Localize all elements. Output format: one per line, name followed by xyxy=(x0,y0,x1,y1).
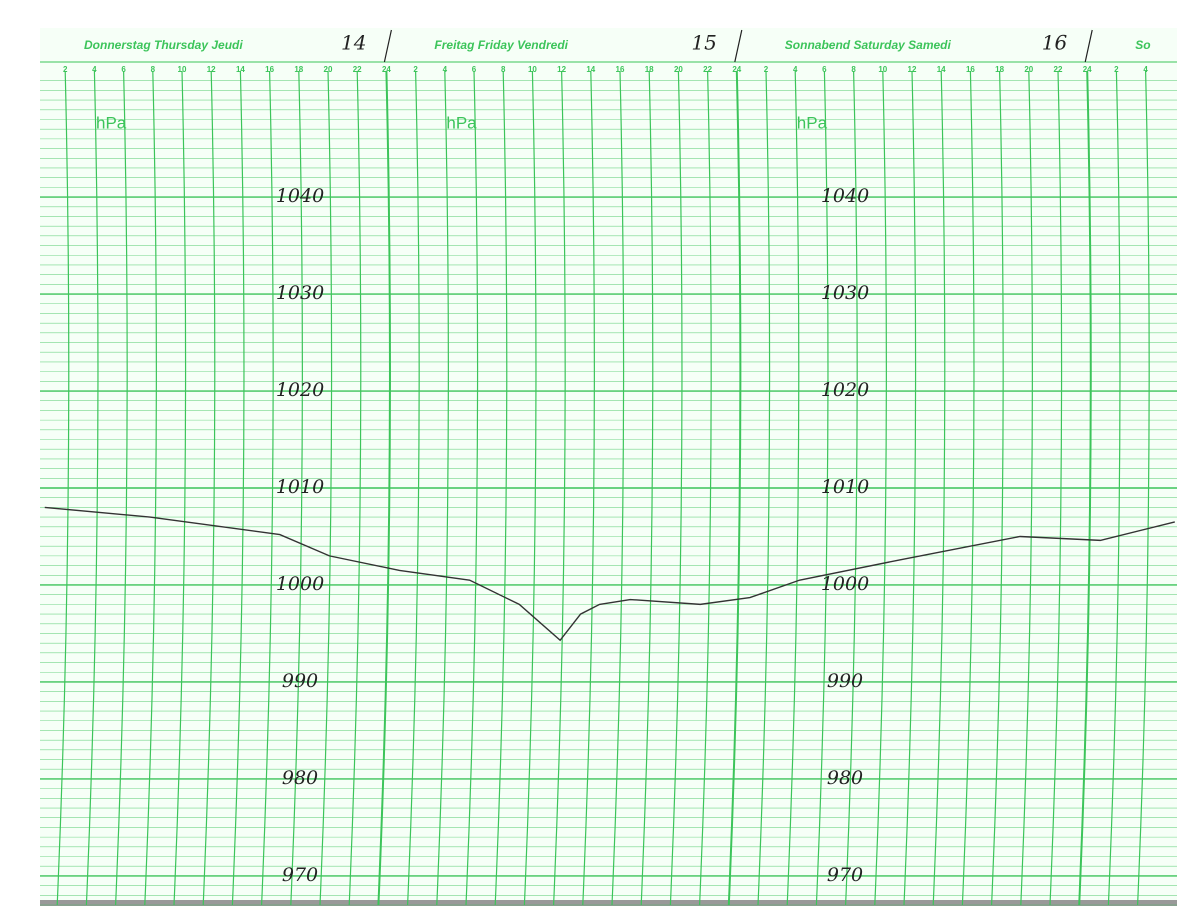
day-header: Freitag Friday Vendredi xyxy=(434,38,568,52)
y-tick-label: 1010 xyxy=(821,476,869,498)
y-tick-label: 980 xyxy=(282,767,318,789)
day-date: 15 xyxy=(691,31,716,55)
unit-label: hPa xyxy=(96,113,127,132)
day-header: Sonnabend Saturday Samedi xyxy=(785,38,952,52)
y-tick-label: 1000 xyxy=(821,573,869,595)
y-tick-label: 980 xyxy=(827,767,863,789)
unit-label: hPa xyxy=(446,113,477,132)
y-tick-label: 1020 xyxy=(821,379,869,401)
y-tick-label: 1030 xyxy=(276,282,324,304)
y-tick-label: 1000 xyxy=(276,573,324,595)
y-tick-label: 970 xyxy=(827,864,863,886)
unit-label: hPa xyxy=(797,113,828,132)
barograph-chart: Donnerstag Thursday Jeudi 14 hPa Freitag Fr… xyxy=(0,0,1177,908)
y-tick-label: 990 xyxy=(827,670,863,692)
day-header: Donnerstag Thursday Jeudi xyxy=(84,38,243,52)
y-tick-label: 1040 xyxy=(276,185,324,207)
y-tick-label: 1020 xyxy=(276,379,324,401)
y-tick-label: 1040 xyxy=(821,185,869,207)
y-tick-label: 1010 xyxy=(276,476,324,498)
day-date: 16 xyxy=(1042,31,1068,55)
y-tick-label: 1030 xyxy=(821,282,869,304)
y-tick-label: 990 xyxy=(282,670,318,692)
y-tick-label: 970 xyxy=(282,864,318,886)
day-header: So xyxy=(1135,38,1150,52)
day-date: 14 xyxy=(341,31,366,55)
